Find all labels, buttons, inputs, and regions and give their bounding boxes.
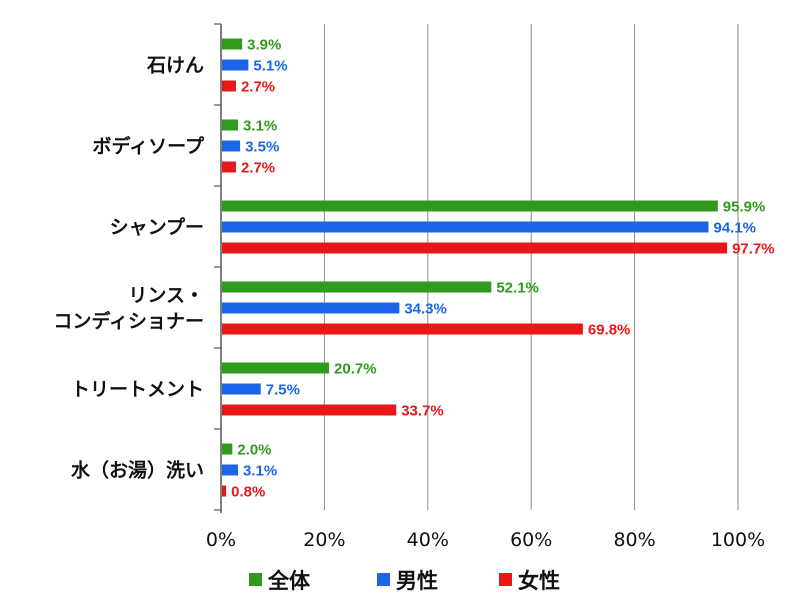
- category-label: 石けん: [146, 55, 204, 77]
- bar: [222, 383, 261, 395]
- bar: [222, 464, 239, 476]
- category-label: コンディショナー: [53, 310, 204, 333]
- data-label: 94.1%: [713, 220, 756, 237]
- bar: [222, 80, 236, 92]
- bar: [222, 404, 397, 416]
- bar: [222, 59, 249, 71]
- legend-label: 男性: [396, 569, 438, 593]
- data-label: 52.1%: [496, 280, 539, 297]
- category-label: シャンプー: [110, 216, 204, 239]
- data-label: 3.5%: [245, 139, 279, 156]
- data-label: 33.7%: [401, 403, 444, 420]
- category-label: 水（お湯）洗い: [71, 459, 204, 482]
- x-tick-label: 40%: [407, 529, 449, 551]
- data-label: 0.8%: [231, 484, 265, 501]
- legend-swatch: [377, 573, 390, 586]
- data-label: 2.7%: [241, 160, 275, 177]
- bar: [222, 485, 227, 497]
- bar: [222, 221, 709, 233]
- category-label: ボディソープ: [92, 135, 205, 158]
- bar: [222, 140, 241, 152]
- data-label: 69.8%: [588, 322, 631, 339]
- bar: [222, 38, 243, 50]
- bar: [222, 281, 492, 293]
- bar: [222, 200, 718, 212]
- data-label: 95.9%: [723, 199, 766, 216]
- data-label: 3.1%: [243, 463, 277, 480]
- x-tick-label: 60%: [510, 529, 552, 551]
- bar: [222, 161, 236, 173]
- x-tick-label: 80%: [613, 529, 655, 551]
- legend-swatch: [499, 573, 512, 586]
- legend: 全体 男性 女性: [249, 569, 560, 593]
- legend-label: 全体: [267, 569, 311, 593]
- legend-label: 女性: [518, 569, 560, 593]
- data-label: 97.7%: [732, 241, 775, 258]
- data-label: 34.3%: [404, 301, 447, 318]
- data-label: 5.1%: [253, 58, 287, 75]
- bar: [222, 242, 728, 254]
- category-label: リンス・: [128, 285, 204, 307]
- data-label: 2.0%: [237, 442, 271, 459]
- data-label: 7.5%: [266, 382, 300, 399]
- data-label: 3.1%: [243, 118, 277, 135]
- legend-swatch: [249, 573, 262, 586]
- data-label: 3.9%: [247, 37, 281, 54]
- bar: [222, 443, 233, 455]
- bar: [222, 362, 330, 374]
- x-tick-labels: 0% 20% 40% 60% 80% 100%: [206, 529, 765, 551]
- data-label: 20.7%: [334, 361, 377, 378]
- bar: [222, 323, 583, 335]
- grid-lines: [214, 23, 739, 513]
- category-label: トリートメント: [71, 379, 204, 401]
- x-tick-label: 0%: [206, 529, 236, 551]
- x-tick-label: 100%: [711, 529, 765, 551]
- bars: 3.9% 5.1% 2.7% 3.1% 3.5% 2.7% 95.9% 94.1% 97.7% 5…: [222, 37, 775, 501]
- bar: [222, 302, 400, 314]
- data-label: 2.7%: [241, 79, 275, 96]
- bar: [222, 119, 239, 131]
- x-tick-label: 20%: [303, 529, 345, 551]
